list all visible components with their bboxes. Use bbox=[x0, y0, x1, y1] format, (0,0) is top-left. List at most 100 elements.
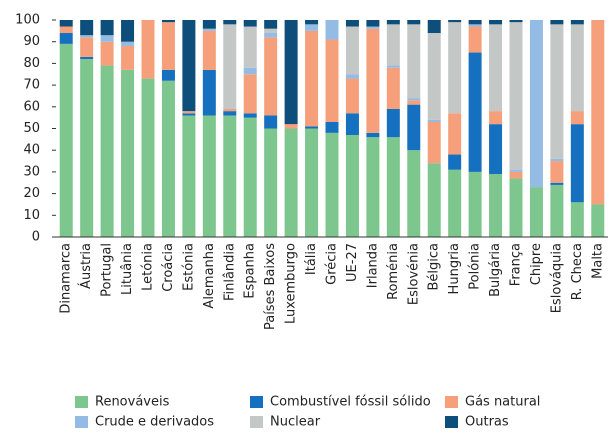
bar-segment bbox=[489, 174, 503, 237]
y-tick-label: 20 bbox=[23, 186, 40, 201]
bar-segment bbox=[202, 28, 216, 31]
x-tick-label: Portugal bbox=[100, 243, 115, 297]
bar-segment bbox=[407, 150, 421, 237]
bar-segment bbox=[305, 24, 319, 31]
legend-label: Combustível fóssil sólido bbox=[270, 395, 431, 410]
bar-segment bbox=[121, 46, 135, 70]
y-tick-label: 40 bbox=[23, 143, 40, 158]
bar-segment bbox=[305, 128, 319, 237]
bar-segment bbox=[59, 26, 73, 34]
x-tick-label: Irlanda bbox=[365, 243, 380, 288]
bar-segment bbox=[305, 30, 319, 127]
legend-swatch bbox=[445, 396, 458, 408]
bar-segment bbox=[386, 65, 400, 68]
y-tick-label: 50 bbox=[23, 121, 40, 136]
bar-segment bbox=[305, 20, 319, 25]
bar-segment bbox=[345, 135, 359, 237]
bar-segment bbox=[448, 154, 462, 170]
x-tick-label: Países Baixos bbox=[263, 243, 278, 330]
bar-segment bbox=[161, 20, 175, 23]
x-tick-label: Letónia bbox=[141, 243, 156, 291]
bar-segment bbox=[243, 74, 257, 114]
bar-segment bbox=[100, 41, 114, 66]
bar-segment bbox=[427, 33, 441, 120]
legend-swatch bbox=[75, 416, 88, 428]
x-tick-label: Luxemburgo bbox=[284, 243, 299, 324]
x-tick-label: França bbox=[509, 243, 524, 286]
bar-segment bbox=[468, 171, 482, 237]
bar-segment bbox=[529, 187, 543, 237]
bar-segment bbox=[325, 20, 339, 40]
bar-segment bbox=[407, 20, 421, 25]
bar-segment bbox=[570, 24, 584, 112]
bar-segment bbox=[264, 20, 278, 29]
legend-label: Gás natural bbox=[465, 395, 540, 410]
bar-segment bbox=[448, 169, 462, 237]
bar-segment bbox=[121, 69, 135, 237]
y-tick-label: 60 bbox=[23, 99, 40, 114]
bar-segment bbox=[202, 20, 216, 29]
bar-segment bbox=[325, 132, 339, 237]
x-tick-label: Grécia bbox=[325, 243, 340, 285]
legend-swatch bbox=[445, 416, 458, 428]
bar-segment bbox=[407, 100, 421, 105]
bar-segment bbox=[325, 121, 339, 133]
bar-segment bbox=[550, 158, 564, 162]
bar-segment bbox=[345, 74, 359, 79]
bar-segment bbox=[550, 20, 564, 25]
bar-segment bbox=[407, 104, 421, 151]
y-tick-label: 80 bbox=[23, 56, 40, 71]
bar-segment bbox=[161, 69, 175, 81]
x-tick-label: Espanha bbox=[243, 243, 258, 299]
bar-segment bbox=[305, 126, 319, 129]
bar-segment bbox=[386, 67, 400, 109]
bar-segment bbox=[345, 26, 359, 75]
bar-segment bbox=[427, 119, 441, 122]
bar-segment bbox=[570, 111, 584, 125]
bar-segment bbox=[223, 108, 237, 112]
legend-label: Nuclear bbox=[270, 415, 321, 430]
bar-segment bbox=[59, 20, 73, 27]
x-tick-label: Estónia bbox=[181, 243, 196, 291]
x-tick-label: Hungria bbox=[447, 243, 462, 294]
bar-segment bbox=[570, 20, 584, 25]
bar-segment bbox=[366, 26, 380, 29]
bar-segment bbox=[284, 128, 298, 237]
bar-segment bbox=[100, 35, 114, 42]
bar-segment bbox=[345, 20, 359, 27]
bar-segment bbox=[427, 163, 441, 237]
bar-segment bbox=[468, 26, 482, 53]
bar-segment bbox=[264, 37, 278, 116]
bar-segment bbox=[243, 113, 257, 118]
bar-segment bbox=[427, 20, 441, 34]
x-tick-label: Bélgica bbox=[427, 243, 442, 291]
bar-segment bbox=[386, 20, 400, 25]
bar-segment bbox=[182, 111, 196, 114]
bar-segment bbox=[468, 24, 482, 27]
bar-segment bbox=[550, 161, 564, 183]
bar-segment bbox=[448, 22, 462, 114]
bar-segment bbox=[161, 22, 175, 70]
bar-segment bbox=[59, 43, 73, 238]
bar-segment bbox=[386, 108, 400, 138]
bar-segment bbox=[182, 115, 196, 237]
bar-segment bbox=[489, 124, 503, 175]
x-tick-label: Eslovénia bbox=[406, 243, 421, 305]
bar-segment bbox=[407, 24, 421, 99]
bar-segment bbox=[509, 171, 523, 179]
bar-segment bbox=[223, 111, 237, 116]
bar-segment bbox=[243, 117, 257, 237]
bar-segment bbox=[264, 33, 278, 38]
bar-segment bbox=[570, 202, 584, 237]
bar-segment bbox=[202, 30, 216, 70]
bar-segment bbox=[366, 28, 380, 133]
y-tick-label: 10 bbox=[23, 208, 40, 223]
bar-segment bbox=[121, 41, 135, 47]
bar-segment bbox=[80, 35, 94, 38]
bar-segment bbox=[407, 98, 421, 101]
bar-segment bbox=[223, 20, 237, 25]
x-tick-label: Bulgária bbox=[488, 243, 503, 297]
bar-segment bbox=[284, 124, 298, 129]
legend-swatch bbox=[75, 396, 88, 408]
